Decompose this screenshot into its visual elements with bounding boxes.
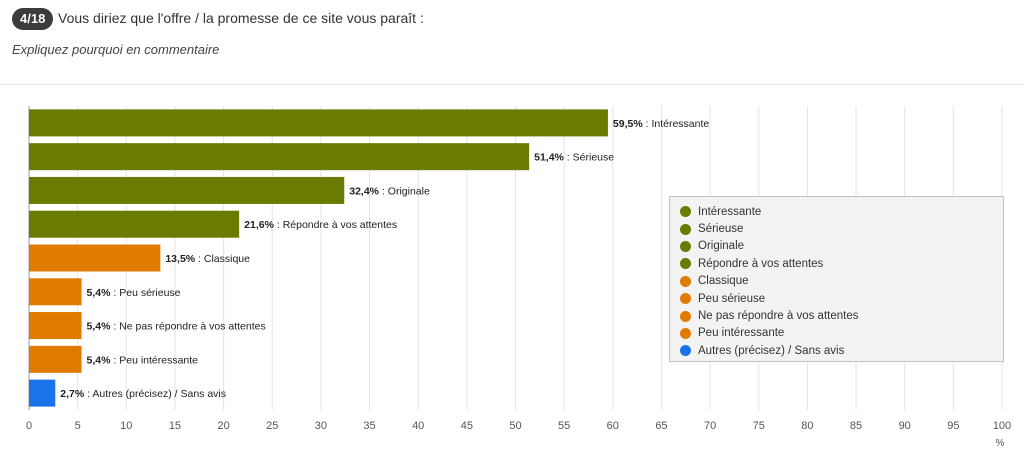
x-tick-label: 10 bbox=[120, 420, 132, 432]
x-axis-label: % bbox=[996, 438, 1005, 449]
bar bbox=[29, 176, 345, 204]
bar-data-label: 5,4% : Peu intéressante bbox=[87, 354, 199, 366]
legend-item: Ne pas répondre à vos attentes bbox=[670, 307, 1003, 324]
legend-dot-icon bbox=[680, 275, 691, 287]
bar-data-label: 32,4% : Originale bbox=[349, 185, 430, 197]
legend-item: Répondre à vos attentes bbox=[670, 255, 1003, 272]
x-tick-label: 0 bbox=[26, 420, 32, 432]
x-tick-label: 50 bbox=[509, 420, 521, 432]
legend-dot-icon bbox=[680, 223, 691, 235]
bar bbox=[29, 345, 82, 373]
legend-item: Autres (précisez) / Sans avis bbox=[670, 342, 1003, 359]
x-tick-label: 65 bbox=[655, 420, 667, 432]
bar bbox=[29, 109, 608, 137]
bar-data-label: 5,4% : Ne pas répondre à vos attentes bbox=[87, 321, 266, 333]
bar bbox=[29, 379, 56, 407]
x-tick-label: 100 bbox=[993, 420, 1011, 432]
question-header: 4/18 Vous diriez que l'offre / la promes… bbox=[0, 0, 1024, 85]
bar-data-label: 51,4% : Sérieuse bbox=[534, 152, 614, 164]
x-tick-label: 75 bbox=[753, 420, 765, 432]
x-tick-label: 35 bbox=[363, 420, 375, 432]
x-tick-label: 30 bbox=[315, 420, 327, 432]
legend-label: Intéressante bbox=[698, 205, 762, 218]
legend-dot-icon bbox=[680, 258, 691, 270]
question-number-badge: 4/18 bbox=[12, 8, 54, 30]
legend-label: Sérieuse bbox=[698, 223, 744, 236]
x-tick-label: 95 bbox=[947, 420, 959, 432]
legend-item: Sérieuse bbox=[670, 220, 1003, 237]
legend-item: Peu sérieuse bbox=[670, 290, 1003, 307]
legend-item: Classique bbox=[670, 273, 1003, 290]
bar-data-label: 2,7% : Autres (précisez) / Sans avis bbox=[60, 388, 226, 400]
bar bbox=[29, 244, 161, 272]
bar-data-label: 21,6% : Répondre à vos attentes bbox=[244, 219, 397, 231]
bar bbox=[29, 143, 530, 171]
legend-label: Originale bbox=[698, 240, 745, 253]
legend-label: Classique bbox=[698, 275, 749, 288]
x-tick-label: 90 bbox=[899, 420, 911, 432]
legend-dot-icon bbox=[680, 345, 691, 357]
legend-item: Intéressante bbox=[670, 203, 1003, 220]
bar-data-label: 5,4% : Peu sérieuse bbox=[87, 287, 181, 299]
bar-data-label: 13,5% : Classique bbox=[165, 253, 250, 265]
legend-label: Peu sérieuse bbox=[698, 292, 766, 305]
x-tick-label: 80 bbox=[801, 420, 813, 432]
legend-dot-icon bbox=[680, 310, 691, 322]
bar bbox=[29, 210, 240, 238]
x-tick-label: 70 bbox=[704, 420, 716, 432]
x-tick-label: 20 bbox=[217, 420, 229, 432]
bar-chart: 0 5 10 15 20 25 30 35 40 45 50 55 60 65 70 75 80 85 90 95 10… bbox=[26, 106, 1011, 449]
x-tick-label: 25 bbox=[266, 420, 278, 432]
bar bbox=[29, 312, 82, 340]
legend-dot-icon bbox=[680, 240, 691, 252]
x-tick-label: 85 bbox=[850, 420, 862, 432]
bar bbox=[29, 278, 82, 306]
question-text: Vous diriez que l'offre / la promesse de… bbox=[58, 10, 424, 26]
legend-label: Répondre à vos attentes bbox=[698, 257, 824, 270]
x-tick-label: 60 bbox=[607, 420, 619, 432]
legend-label: Autres (précisez) / Sans avis bbox=[698, 344, 845, 357]
legend-item: Originale bbox=[670, 238, 1003, 255]
legend-dot-icon bbox=[680, 293, 691, 305]
x-tick-label: 40 bbox=[412, 420, 424, 432]
question-subtitle: Expliquez pourquoi en commentaire bbox=[12, 42, 220, 57]
legend-dot-icon bbox=[680, 206, 691, 218]
legend-label: Peu intéressante bbox=[698, 327, 785, 340]
x-tick-label: 15 bbox=[169, 420, 181, 432]
chart-legend: Intéressante Sérieuse Originale Répondre à … bbox=[669, 196, 1004, 362]
x-tick-label: 55 bbox=[558, 420, 570, 432]
legend-dot-icon bbox=[680, 327, 691, 339]
legend-label: Ne pas répondre à vos attentes bbox=[698, 310, 859, 323]
x-tick-label: 45 bbox=[461, 420, 473, 432]
x-tick-label: 5 bbox=[75, 420, 81, 432]
bar-data-label: 59,5% : Intéressante bbox=[613, 118, 709, 130]
legend-item: Peu intéressante bbox=[670, 325, 1003, 342]
